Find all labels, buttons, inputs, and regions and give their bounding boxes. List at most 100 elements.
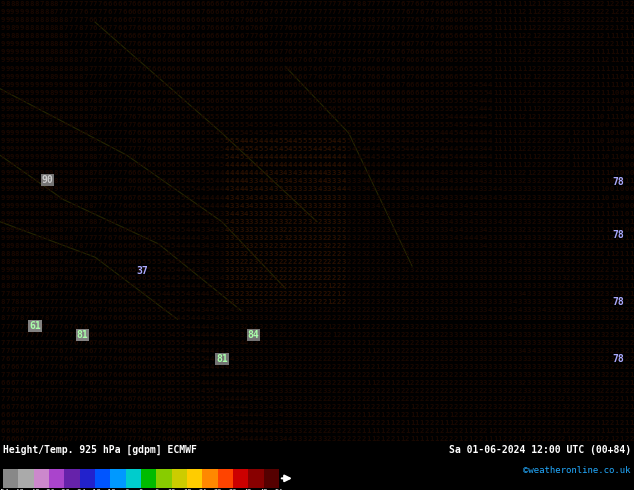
Text: 6: 6 xyxy=(380,98,385,104)
Text: 9: 9 xyxy=(44,178,49,184)
Text: 2: 2 xyxy=(454,396,458,402)
Text: 6: 6 xyxy=(98,316,102,321)
Text: 12: 12 xyxy=(167,489,176,490)
Text: 3: 3 xyxy=(244,235,249,241)
Text: 6: 6 xyxy=(127,356,131,362)
Text: 3: 3 xyxy=(566,380,571,386)
Text: 5: 5 xyxy=(205,98,209,104)
Text: 7: 7 xyxy=(88,420,93,426)
Text: 2: 2 xyxy=(576,267,580,273)
Text: 6: 6 xyxy=(244,49,249,55)
Text: 2: 2 xyxy=(600,243,604,249)
Text: 3: 3 xyxy=(463,283,468,289)
Text: 4: 4 xyxy=(425,202,429,209)
Text: 6: 6 xyxy=(141,235,146,241)
Text: 4: 4 xyxy=(230,372,234,378)
Text: 4: 4 xyxy=(249,437,254,442)
Text: 3: 3 xyxy=(342,219,346,225)
Text: 6: 6 xyxy=(93,404,97,410)
Text: 6: 6 xyxy=(171,17,176,23)
Text: 2: 2 xyxy=(541,57,546,64)
Text: 5: 5 xyxy=(220,82,224,88)
Text: 4: 4 xyxy=(224,316,229,321)
Text: 7: 7 xyxy=(112,364,117,370)
Text: 1: 1 xyxy=(600,154,604,160)
Text: 3: 3 xyxy=(498,307,502,314)
Text: 3: 3 xyxy=(425,235,429,241)
Text: 9: 9 xyxy=(30,195,34,200)
Text: 6: 6 xyxy=(439,9,444,15)
Text: 4: 4 xyxy=(186,307,190,314)
Text: 2: 2 xyxy=(556,17,560,23)
Text: 6: 6 xyxy=(127,195,131,200)
Text: 3: 3 xyxy=(532,251,536,257)
Text: 3: 3 xyxy=(327,380,332,386)
Text: 7: 7 xyxy=(259,49,263,55)
Text: 3: 3 xyxy=(541,348,546,354)
Text: 2: 2 xyxy=(307,283,312,289)
Text: 2: 2 xyxy=(327,307,332,314)
Text: 5: 5 xyxy=(405,154,410,160)
Text: 1: 1 xyxy=(610,227,614,233)
Text: 6: 6 xyxy=(122,1,127,7)
Text: 3: 3 xyxy=(532,356,536,362)
Text: 3: 3 xyxy=(469,332,473,338)
Text: 2: 2 xyxy=(571,348,575,354)
Text: 2: 2 xyxy=(278,275,283,281)
Text: 8: 8 xyxy=(93,98,97,104)
Text: 3: 3 xyxy=(356,187,361,193)
Text: 2: 2 xyxy=(332,299,336,305)
Text: 8: 8 xyxy=(59,219,63,225)
Text: 2: 2 xyxy=(561,171,566,176)
Text: 2: 2 xyxy=(332,404,336,410)
Text: 3: 3 xyxy=(498,340,502,345)
Text: 42: 42 xyxy=(244,489,252,490)
Text: 6: 6 xyxy=(224,41,229,48)
Text: 3: 3 xyxy=(283,340,287,345)
Text: 5: 5 xyxy=(157,291,160,297)
Text: 4: 4 xyxy=(224,372,229,378)
Text: 7: 7 xyxy=(166,33,171,39)
Text: 5: 5 xyxy=(463,90,468,96)
Text: 6: 6 xyxy=(127,396,131,402)
Text: 7: 7 xyxy=(78,267,82,273)
Text: 0: 0 xyxy=(624,154,629,160)
Text: 3: 3 xyxy=(385,171,390,176)
Text: 5: 5 xyxy=(469,9,473,15)
Text: 2: 2 xyxy=(605,380,609,386)
Text: 7: 7 xyxy=(93,122,97,128)
Text: 2: 2 xyxy=(527,437,531,442)
Text: 9: 9 xyxy=(15,227,19,233)
Text: 7: 7 xyxy=(10,299,15,305)
Text: 0: 0 xyxy=(615,178,619,184)
Text: 7: 7 xyxy=(127,106,131,112)
Text: 9: 9 xyxy=(10,162,15,168)
Text: 1: 1 xyxy=(595,122,600,128)
Text: 3: 3 xyxy=(512,316,517,321)
Text: 4: 4 xyxy=(176,316,180,321)
Text: 5: 5 xyxy=(244,146,249,152)
Text: 2: 2 xyxy=(576,122,580,128)
Text: 5: 5 xyxy=(254,122,258,128)
Text: 4: 4 xyxy=(517,307,522,314)
Text: 2: 2 xyxy=(527,420,531,426)
Text: 7: 7 xyxy=(385,1,390,7)
Text: 3: 3 xyxy=(576,49,580,55)
Text: 3: 3 xyxy=(317,437,321,442)
Text: 3: 3 xyxy=(488,219,493,225)
Text: 5: 5 xyxy=(230,130,234,136)
Text: 2: 2 xyxy=(400,291,404,297)
Text: 1: 1 xyxy=(507,33,512,39)
Text: 9: 9 xyxy=(0,211,4,217)
Text: 3: 3 xyxy=(313,412,317,418)
Text: 6: 6 xyxy=(171,66,176,72)
Text: 2: 2 xyxy=(317,307,321,314)
Text: 4: 4 xyxy=(342,171,346,176)
Text: 2: 2 xyxy=(351,364,356,370)
Text: 7: 7 xyxy=(68,1,73,7)
Text: 1: 1 xyxy=(615,17,619,23)
Text: 8: 8 xyxy=(30,17,34,23)
Text: 6: 6 xyxy=(74,307,78,314)
Text: 2: 2 xyxy=(302,259,307,265)
Text: 2: 2 xyxy=(327,267,332,273)
